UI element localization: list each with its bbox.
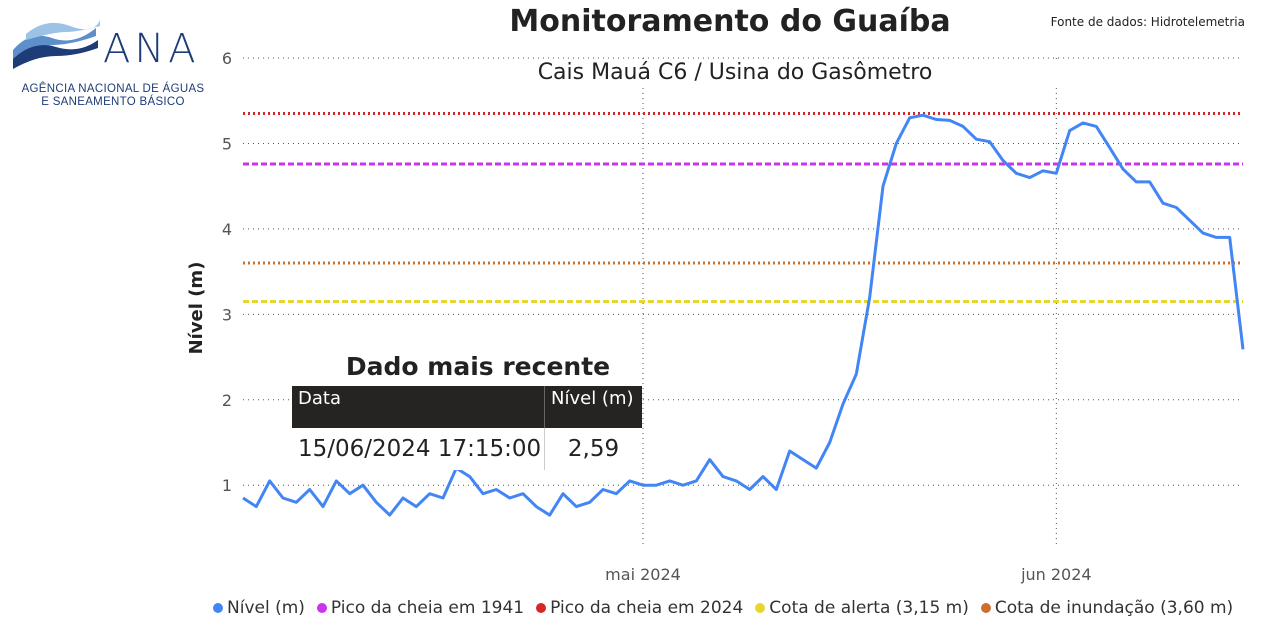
recent-data-title: Dado mais recente bbox=[345, 352, 611, 381]
legend-item[interactable]: Cota de inundação (3,60 m) bbox=[980, 598, 1234, 618]
y-tick-label: 1 bbox=[222, 476, 232, 495]
logo-subtitle-line2: E SANEAMENTO BÁSICO bbox=[41, 96, 185, 108]
recent-level-value: 2,59 bbox=[544, 428, 642, 470]
legend-item[interactable]: Cota de alerta (3,15 m) bbox=[755, 598, 969, 618]
page-title: Monitoramento do Guaíba bbox=[509, 4, 951, 39]
y-tick-label: 6 bbox=[222, 49, 232, 68]
legend-dot-icon bbox=[536, 603, 547, 613]
logo-subtitle-line1: AGÊNCIA NACIONAL DE ÁGUAS bbox=[21, 83, 205, 95]
ana-wave-emblem bbox=[13, 20, 100, 69]
y-tick-label: 5 bbox=[222, 134, 232, 153]
legend-item[interactable]: Nível (m) bbox=[213, 598, 305, 618]
recent-date-value: 15/06/2024 17:15:00 bbox=[292, 428, 544, 470]
legend-label: Cota de alerta (3,15 m) bbox=[769, 598, 969, 618]
x-tick-label: mai 2024 bbox=[605, 565, 681, 584]
series-layer bbox=[242, 113, 1245, 517]
logo-wordmark: ANA bbox=[103, 26, 200, 72]
legend-item[interactable]: Pico da cheia em 2024 bbox=[536, 598, 743, 618]
x-tick-layer: mai 2024 jun 2024 bbox=[605, 565, 1091, 584]
chart-legend: Nível (m) Pico da cheia em 1941 Pico da ch… bbox=[213, 598, 1233, 618]
level-series-line bbox=[242, 113, 1245, 517]
recent-data-panel: Dado mais recente Data Nível (m) 15/06/2… bbox=[292, 352, 642, 470]
legend-label: Pico da cheia em 2024 bbox=[550, 598, 744, 618]
y-tick-layer: 1 2 3 4 5 6 bbox=[222, 49, 232, 495]
legend-dot-icon bbox=[213, 603, 223, 613]
page-subtitle: Cais Mauá C6 / Usina do Gasômetro bbox=[380, 60, 1090, 85]
recent-data-table: Data Nível (m) 15/06/2024 17:15:00 2,59 bbox=[292, 386, 642, 470]
y-axis-label: Nível (m) bbox=[186, 262, 207, 355]
recent-header-date: Data bbox=[292, 386, 544, 428]
y-tick-label: 2 bbox=[222, 391, 232, 410]
reference-lines bbox=[243, 112, 1243, 303]
logo-subtitle: AGÊNCIA NACIONAL DE ÁGUAS E SANEAMENTO B… bbox=[8, 83, 218, 109]
legend-dot-icon bbox=[755, 603, 766, 613]
data-source-label: Fonte de dados: Hidrotelemetria bbox=[1050, 15, 1245, 29]
legend-dot-icon bbox=[980, 603, 991, 613]
x-tick-label: jun 2024 bbox=[1020, 565, 1092, 584]
y-tick-label: 3 bbox=[222, 305, 232, 324]
legend-dot-icon bbox=[316, 603, 327, 613]
legend-label: Cota de inundação (3,60 m) bbox=[994, 598, 1234, 618]
ana-logo: ANA AGÊNCIA NACIONAL DE ÁGUAS E SANEAMEN… bbox=[8, 12, 218, 112]
recent-header-level: Nível (m) bbox=[544, 386, 642, 428]
legend-label: Pico da cheia em 1941 bbox=[330, 598, 525, 618]
legend-item[interactable]: Pico da cheia em 1941 bbox=[316, 598, 525, 618]
y-tick-label: 4 bbox=[222, 220, 232, 239]
legend-label: Nível (m) bbox=[227, 598, 305, 618]
